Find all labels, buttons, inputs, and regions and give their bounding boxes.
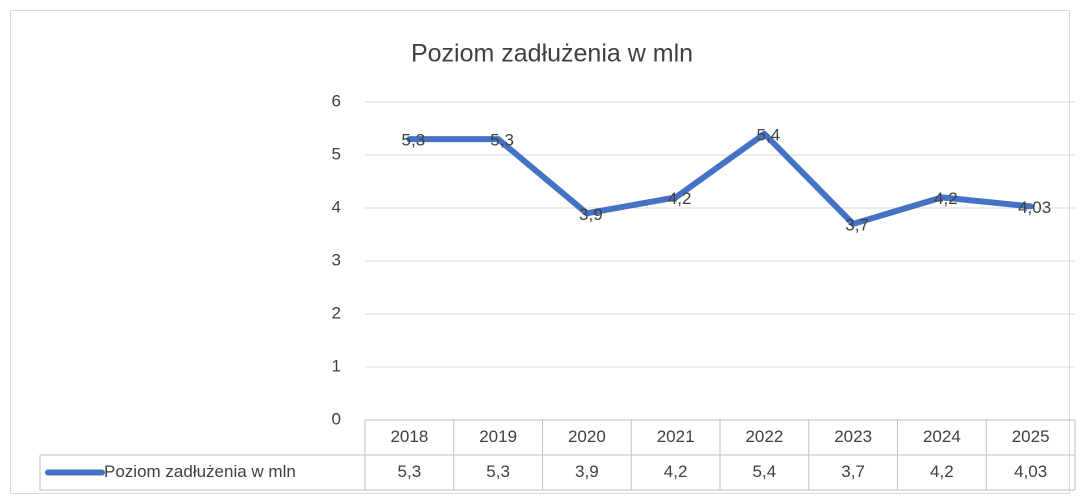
data-label: 4,2 (668, 189, 692, 208)
table-value: 5,3 (486, 462, 510, 481)
data-label: 5,3 (490, 131, 514, 150)
table-value: 4,03 (1014, 462, 1047, 481)
x-tick-label: 2025 (1012, 427, 1050, 446)
data-label: 5,4 (757, 125, 781, 144)
table-value: 3,9 (575, 462, 599, 481)
table-value: 5,4 (753, 462, 777, 481)
legend-label: Poziom zadłużenia w mln (104, 462, 296, 481)
table-value: 4,2 (664, 462, 688, 481)
y-tick-label: 6 (332, 91, 341, 110)
data-label: 4,2 (934, 189, 958, 208)
x-tick-label: 2022 (745, 427, 783, 446)
data-label: 4,03 (1018, 198, 1051, 217)
x-tick-label: 2018 (390, 427, 428, 446)
x-tick-label: 2021 (657, 427, 695, 446)
data-label: 3,7 (845, 215, 869, 234)
data-label: 3,9 (579, 205, 603, 224)
x-tick-label: 2023 (834, 427, 872, 446)
x-tick-label: 2019 (479, 427, 517, 446)
y-tick-label: 3 (332, 250, 341, 269)
table-value: 5,3 (398, 462, 422, 481)
chart-title: Poziom zadłużenia w mln (411, 40, 693, 68)
y-tick-label: 1 (332, 356, 341, 375)
series-line (406, 130, 1034, 227)
y-tick-label: 0 (332, 409, 341, 428)
y-tick-label: 2 (332, 303, 341, 322)
chart-border (10, 10, 1070, 494)
table-value: 3,7 (841, 462, 865, 481)
x-tick-label: 2024 (923, 427, 961, 446)
x-tick-label: 2020 (568, 427, 606, 446)
y-tick-label: 4 (332, 197, 341, 216)
table-value: 4,2 (930, 462, 954, 481)
data-label: 5,3 (402, 131, 426, 150)
y-tick-label: 5 (332, 144, 341, 163)
